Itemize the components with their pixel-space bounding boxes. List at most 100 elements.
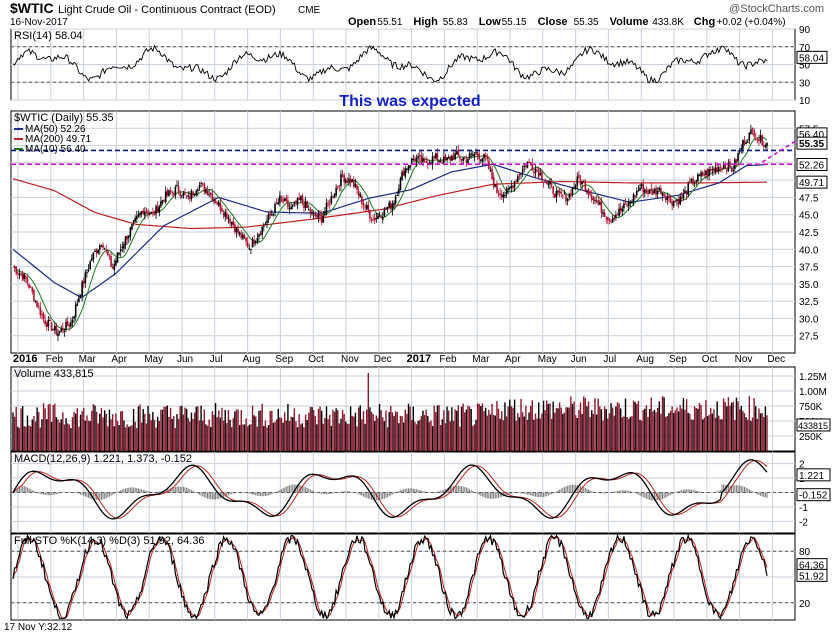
macd-value-tag [796,468,831,482]
candle-body [422,157,424,162]
candle-body [759,135,762,141]
candle-body [610,220,612,222]
ohlc-label: Volume [610,16,649,28]
candle-body [640,184,643,187]
volume-bar [401,416,403,451]
x-axis-label: Dec [374,354,392,365]
candle-body [163,200,165,202]
candle-body [219,203,222,211]
volume-bar [420,415,423,451]
volume-bar [743,413,746,451]
candle-body [172,193,175,195]
candle-body [272,214,275,216]
candle-body [684,190,686,193]
price-panel: 57.555.052.550.047.545.042.540.037.535.0… [10,110,828,365]
volume-bar [333,411,336,451]
volume-bar [290,416,292,451]
candle-body [86,271,88,273]
volume-bar [422,410,424,451]
candle-body [417,156,419,159]
volume-bar [492,414,495,451]
volume-bar [721,419,723,451]
volume-bar [555,407,558,451]
candle-body [505,189,508,195]
volume-bar [63,424,66,451]
candle-body [216,202,218,205]
candle-body [13,265,16,268]
volume-bar [706,416,709,451]
volume-bar [131,425,133,451]
candle-body [737,153,739,162]
price-tick-label: 30.0 [799,314,819,325]
volume-bar [647,416,649,451]
volume-bar [586,406,588,451]
volume-bar [324,418,326,451]
candle-body [573,187,575,189]
volume-bar [349,406,352,451]
volume-bar [671,406,673,451]
candle-body [121,246,124,249]
volume-bar [563,412,566,451]
volume-bar [663,397,665,451]
volume-bar [558,402,561,451]
volume-bar [97,423,99,451]
candle-body [653,189,656,194]
volume-bar [406,413,408,451]
candle-body [206,190,209,195]
candle-body [66,321,69,326]
candle-body [729,161,731,167]
volume-bar [282,422,284,451]
volume-bar [602,420,604,451]
volume-bar [583,396,585,451]
candle-body [18,273,21,275]
candle-body [341,174,344,177]
candle-body [698,175,701,177]
candle-body [721,167,723,170]
candle-body [478,154,481,160]
volume-bar [472,425,474,451]
candle-body [754,138,757,140]
volume-bar [726,406,728,451]
volume-bar [538,402,540,451]
volume-bar [684,409,686,451]
volume-bar [193,412,196,451]
candle-body [29,286,32,288]
candle-body [504,195,506,197]
candle-body [462,157,464,162]
volume-bar [584,398,587,451]
volume-bar [165,406,167,451]
volume-bar [145,423,148,451]
volume-bar [386,427,389,451]
macd-title: MACD(12,26,9) 1.221, 1.373, -0.152 [14,453,192,465]
volume-bar [404,409,406,451]
volume-bar [666,416,669,451]
volume-bar [168,416,170,451]
volume-bar [533,419,535,451]
candle-body [129,227,132,237]
candle-body [447,157,450,159]
volume-bar [579,402,582,451]
volume-bar [142,408,144,451]
ma10-line [12,136,768,331]
volume-bar [66,423,69,451]
volume-bar [361,419,363,451]
volume-bar [166,405,169,451]
volume-bar [499,418,501,451]
volume-bar [383,421,386,451]
candle-body [480,159,482,161]
candle-body [201,183,204,185]
volume-bar [517,413,519,451]
candle-body [361,195,363,204]
volume-bar [111,414,114,451]
rsi-title: RSI(14) 58.04 [14,30,82,42]
volume-bar [755,406,757,451]
volume-bar [518,417,521,451]
volume-bar [203,409,206,451]
volume-bar [764,406,767,451]
volume-bar [42,403,45,451]
candle-body [562,195,564,197]
candle-body [137,214,140,217]
candle-body [615,214,617,218]
candle-body [587,189,590,195]
volume-bar [390,405,392,451]
